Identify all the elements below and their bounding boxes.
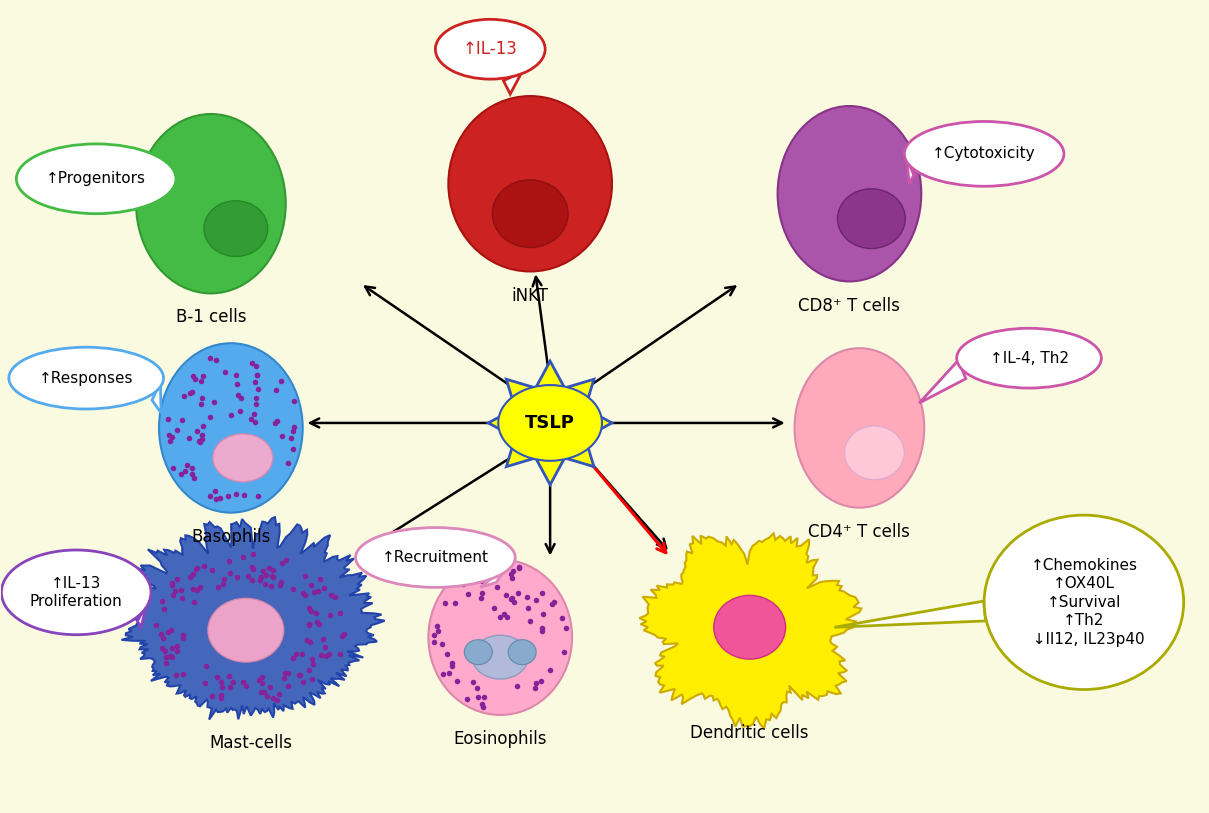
- Text: ↑IL-13
Proliferation: ↑IL-13 Proliferation: [30, 576, 122, 609]
- Ellipse shape: [713, 595, 786, 659]
- Text: Dendritic cells: Dendritic cells: [690, 724, 809, 742]
- Polygon shape: [138, 604, 146, 628]
- Ellipse shape: [473, 635, 528, 679]
- Polygon shape: [834, 601, 985, 628]
- Polygon shape: [156, 185, 172, 209]
- Polygon shape: [919, 360, 966, 403]
- Ellipse shape: [435, 20, 545, 79]
- Text: Eosinophils: Eosinophils: [453, 730, 546, 748]
- Text: ↑Recruitment: ↑Recruitment: [382, 550, 488, 565]
- Text: ↑Responses: ↑Responses: [39, 371, 133, 385]
- Ellipse shape: [160, 343, 302, 513]
- Ellipse shape: [1, 550, 151, 635]
- Ellipse shape: [213, 434, 273, 482]
- Ellipse shape: [794, 348, 924, 507]
- Text: ↑IL-4, Th2: ↑IL-4, Th2: [989, 350, 1069, 366]
- Ellipse shape: [844, 426, 904, 480]
- Ellipse shape: [17, 144, 177, 214]
- Ellipse shape: [355, 528, 515, 587]
- Ellipse shape: [428, 559, 572, 715]
- Ellipse shape: [904, 121, 1064, 186]
- Text: CD4⁺ T cells: CD4⁺ T cells: [809, 523, 910, 541]
- Ellipse shape: [8, 347, 163, 409]
- Ellipse shape: [984, 515, 1184, 689]
- Ellipse shape: [492, 180, 568, 247]
- Text: Basophils: Basophils: [191, 528, 271, 546]
- Ellipse shape: [956, 328, 1101, 388]
- Text: ↑Progenitors: ↑Progenitors: [46, 172, 146, 186]
- Text: ↑Cytotoxicity: ↑Cytotoxicity: [932, 146, 1036, 161]
- Ellipse shape: [137, 114, 285, 293]
- Ellipse shape: [777, 106, 921, 281]
- Text: CD8⁺ T cells: CD8⁺ T cells: [798, 298, 901, 315]
- Polygon shape: [121, 517, 384, 720]
- Ellipse shape: [204, 201, 267, 257]
- Text: iNKT: iNKT: [511, 288, 549, 306]
- Polygon shape: [480, 566, 508, 587]
- Text: ↑IL-13: ↑IL-13: [463, 40, 517, 59]
- Polygon shape: [152, 382, 161, 413]
- Text: TSLP: TSLP: [525, 414, 575, 432]
- Text: Mast-cells: Mast-cells: [209, 734, 293, 752]
- Polygon shape: [907, 157, 914, 184]
- Ellipse shape: [838, 189, 906, 249]
- Ellipse shape: [208, 598, 284, 662]
- Ellipse shape: [449, 96, 612, 272]
- Ellipse shape: [464, 640, 492, 664]
- Polygon shape: [488, 361, 612, 485]
- Ellipse shape: [508, 640, 536, 664]
- Polygon shape: [640, 533, 861, 728]
- Polygon shape: [503, 72, 521, 94]
- Text: ↑Chemokines
↑OX40L
↑Survival
↑Th2
  ↓Il12, IL23p40: ↑Chemokines ↑OX40L ↑Survival ↑Th2 ↓Il12,…: [1023, 558, 1145, 647]
- Text: B-1 cells: B-1 cells: [175, 308, 247, 326]
- Ellipse shape: [498, 385, 602, 461]
